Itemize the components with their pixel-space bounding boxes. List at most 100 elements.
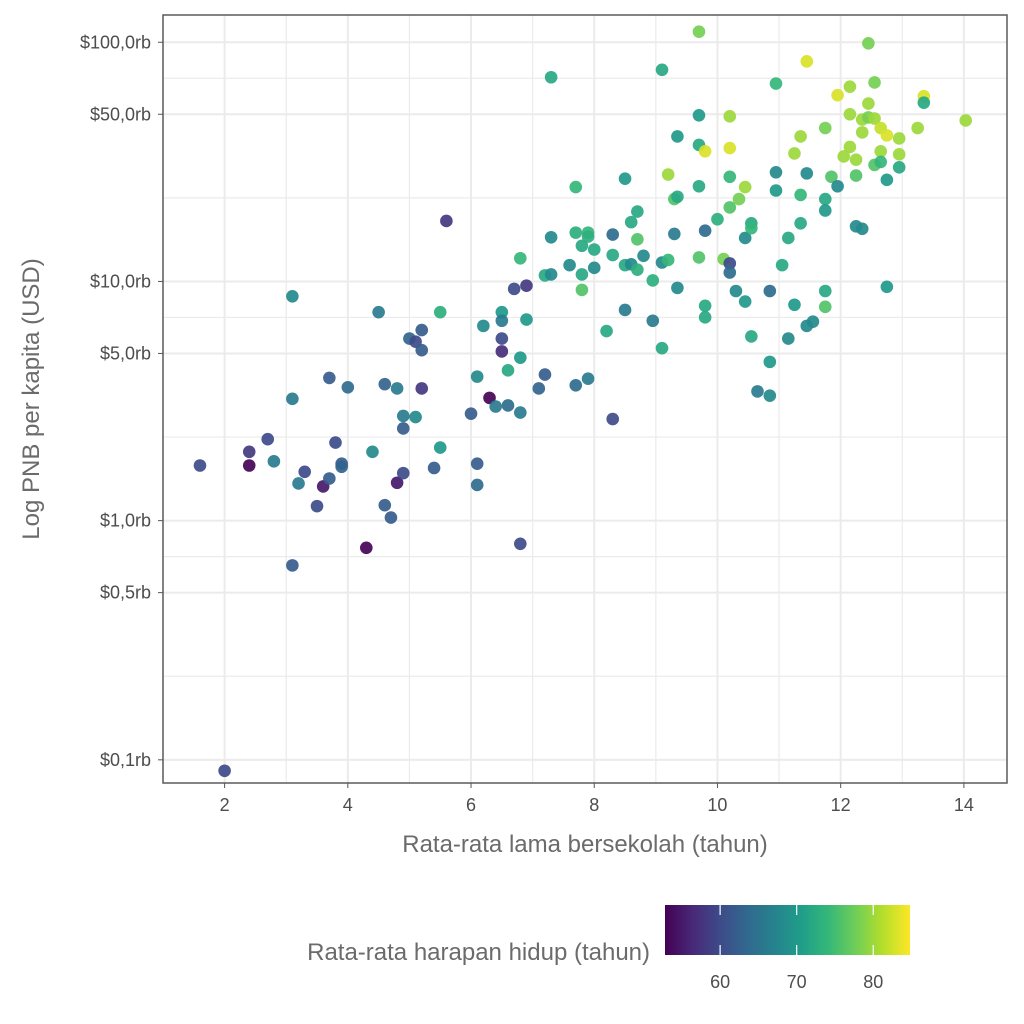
data-point [671, 130, 684, 143]
data-point [323, 472, 336, 485]
data-point [661, 253, 675, 267]
data-point [794, 217, 807, 230]
data-point [575, 283, 589, 297]
data-point [843, 107, 857, 121]
data-point [818, 204, 832, 217]
data-point [818, 300, 832, 314]
color-legend-title: Rata-rata harapan hidup (tahun) [307, 939, 650, 966]
y-axis-title: Log PNB per kapita (USD) [18, 258, 45, 539]
data-point [646, 274, 660, 287]
data-point [800, 55, 814, 68]
data-point [862, 97, 875, 110]
data-point [849, 153, 863, 166]
data-point [738, 180, 752, 194]
data-point [868, 112, 881, 125]
data-point [892, 148, 906, 161]
data-point [587, 261, 601, 275]
data-point [917, 96, 931, 109]
data-point [668, 227, 681, 241]
data-point [763, 389, 777, 402]
data-point [359, 541, 373, 555]
y-tick-label: $50,0rb [90, 104, 151, 124]
data-point [637, 249, 650, 263]
data-point [520, 279, 533, 292]
panel-border [162, 14, 1008, 784]
y-tick-label: $0,1rb [100, 750, 151, 770]
data-point [723, 257, 737, 270]
data-point [390, 382, 404, 395]
data-point [874, 155, 888, 169]
data-point [849, 169, 863, 182]
data-point [409, 410, 422, 424]
data-point [959, 114, 973, 127]
data-point [892, 132, 906, 145]
data-point [501, 399, 515, 412]
data-point [738, 231, 752, 245]
data-point [569, 180, 583, 194]
data-point [631, 263, 644, 276]
data-point [692, 251, 706, 264]
data-point [575, 239, 589, 253]
data-point [723, 266, 737, 279]
y-axis: $0,1rb $0,5rb $1,0rb $5,0rb $10,0rb $50,0rb $1… [80, 32, 163, 770]
data-point [286, 392, 299, 406]
data-point [470, 457, 484, 470]
colorbar [665, 905, 910, 955]
data-point [600, 324, 613, 338]
data-point [286, 289, 299, 303]
data-point [286, 559, 299, 572]
data-point [911, 121, 924, 135]
data-point [862, 36, 875, 50]
data-point [729, 284, 743, 298]
data-point [415, 343, 429, 357]
data-point [495, 345, 509, 358]
x-axis-title: Rata-rata lama bersekolah (tahun) [402, 831, 768, 858]
data-point [855, 126, 869, 139]
data-point [514, 406, 527, 419]
data-point [544, 268, 558, 281]
colorbar-tick-label: 80 [863, 972, 883, 992]
data-point [775, 258, 789, 272]
y-tick-label: $0,5rb [100, 583, 151, 603]
data-point [880, 129, 894, 142]
data-point [788, 147, 801, 160]
data-point [514, 251, 527, 265]
data-point [806, 315, 820, 328]
color-legend: Rata-rata harapan hidup (tahun) 60 70 80 [307, 905, 910, 992]
y-tick-label: $10,0rb [90, 271, 151, 291]
data-point [818, 121, 832, 135]
data-point [514, 537, 527, 551]
data-point [415, 382, 429, 395]
data-point [794, 188, 807, 202]
data-point [732, 192, 746, 206]
data-point [495, 314, 509, 328]
data-point [569, 378, 583, 392]
data-point [892, 161, 906, 174]
data-point [618, 303, 632, 317]
data-point [569, 226, 583, 239]
data-point [193, 459, 207, 472]
x-tick-label: 12 [831, 795, 851, 815]
data-point [378, 377, 392, 391]
data-point [242, 459, 256, 472]
data-point [843, 80, 857, 93]
x-tick-label: 6 [466, 795, 476, 815]
data-point [470, 370, 484, 383]
data-point [698, 299, 712, 313]
data-point [267, 455, 281, 468]
data-point [396, 466, 410, 480]
data-point [335, 460, 348, 474]
data-point [495, 332, 509, 345]
data-point [692, 109, 706, 122]
data-point [831, 88, 844, 102]
data-point [433, 441, 447, 454]
data-point [544, 230, 558, 244]
data-point [606, 228, 620, 241]
data-point [618, 172, 632, 185]
data-point [396, 409, 410, 423]
data-point [711, 212, 724, 226]
y-tick-label: $100,0rb [80, 32, 151, 52]
data-point [671, 190, 684, 204]
data-point [329, 436, 342, 449]
data-point [855, 222, 869, 236]
